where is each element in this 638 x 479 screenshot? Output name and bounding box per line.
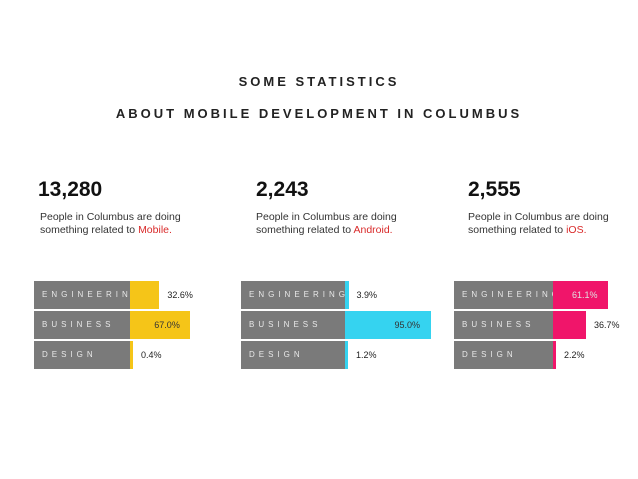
description-highlight: iOS.	[566, 224, 587, 236]
description-text: People in Columbus are doing something r…	[468, 211, 609, 236]
bar	[553, 281, 608, 309]
page-title: SOME STATISTICS	[238, 74, 400, 89]
value-label: 61.1%	[571, 290, 598, 300]
bar	[130, 341, 133, 369]
value-label: 36.7%	[594, 320, 620, 330]
headline-number: 2,243	[256, 178, 309, 201]
headline-description: People in Columbus are doing something r…	[256, 211, 406, 237]
headline-description: People in Columbus are doing something r…	[468, 211, 618, 237]
headline-number: 13,280	[38, 178, 103, 201]
category-label: DESIGN	[34, 341, 130, 369]
headline-number: 2,555	[468, 178, 521, 201]
category-label: ENGINEERING	[34, 281, 138, 309]
ios-stats-panel: 2,555 People in Columbus are doing somet…	[464, 178, 638, 378]
category-label: BUSINESS	[34, 311, 130, 339]
value-label: 1.2%	[356, 350, 377, 360]
bar	[130, 281, 160, 309]
bar	[345, 281, 349, 309]
description-highlight: Android.	[353, 224, 393, 236]
bar	[345, 311, 431, 339]
category-label: ENGINEERING	[241, 281, 345, 309]
description-text: People in Columbus are doing something r…	[40, 211, 181, 236]
description-text: People in Columbus are doing something r…	[256, 211, 397, 236]
bar	[345, 341, 348, 369]
bar	[130, 311, 191, 339]
bar	[553, 311, 587, 339]
category-label: DESIGN	[241, 341, 345, 369]
mobile-stats-panel: 13,280 People in Columbus are doing some…	[36, 178, 236, 378]
android-stats-panel: 2,243 People in Columbus are doing somet…	[252, 178, 452, 378]
description-highlight: Mobile.	[138, 224, 172, 236]
value-label: 0.4%	[141, 350, 162, 360]
category-label: BUSINESS	[454, 311, 553, 339]
value-label: 3.9%	[356, 290, 378, 300]
category-label: BUSINESS	[241, 311, 345, 339]
category-label: DESIGN	[454, 341, 553, 369]
value-label: 2.2%	[564, 350, 585, 360]
page-subtitle: ABOUT MOBILE DEVELOPMENT IN COLUMBUS	[115, 106, 523, 121]
value-label: 32.6%	[167, 290, 193, 300]
headline-description: People in Columbus are doing something r…	[40, 211, 190, 237]
category-label: ENGINEERING	[454, 281, 558, 309]
bar	[553, 341, 556, 369]
value-label: 95.0%	[394, 320, 421, 330]
value-label: 67.0%	[154, 320, 180, 330]
